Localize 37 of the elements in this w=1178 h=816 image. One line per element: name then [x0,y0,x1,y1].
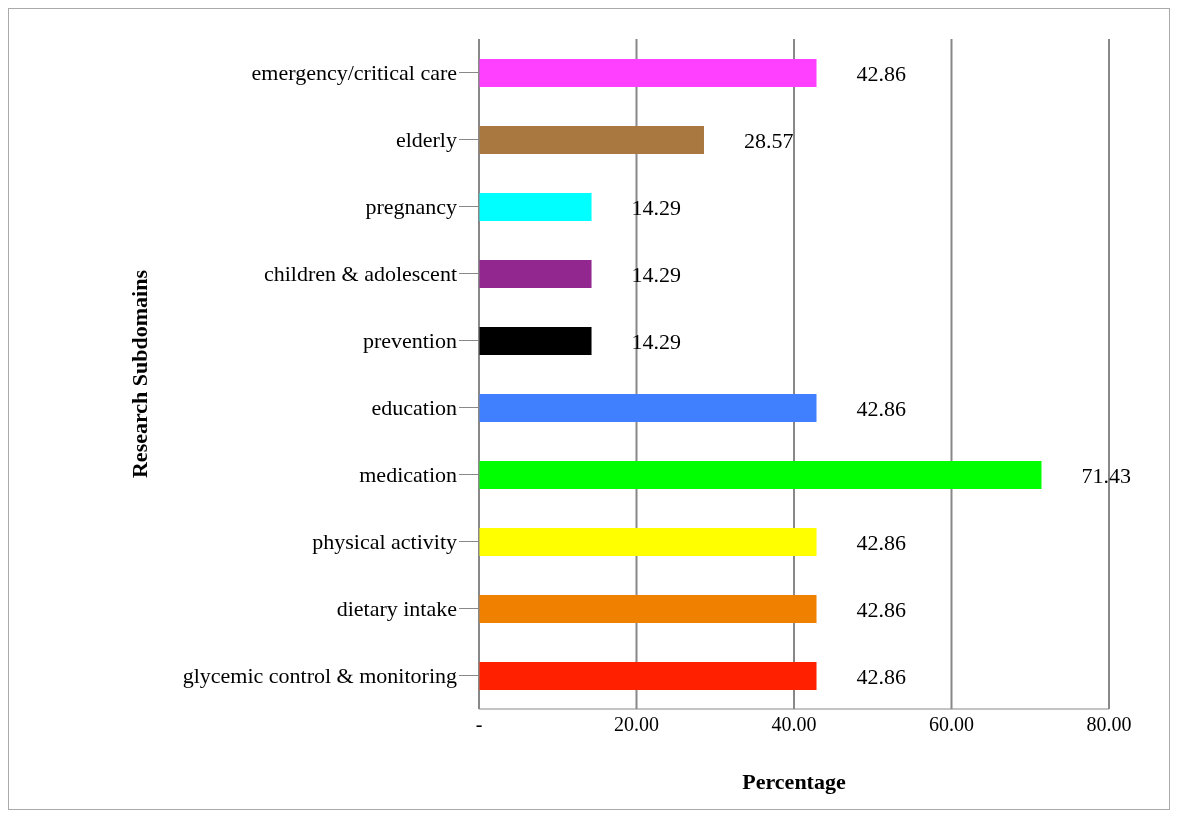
bar [479,461,1042,489]
bar [479,59,817,87]
data-label: 42.86 [856,60,907,86]
bar [479,595,817,623]
y-tick-label: glycemic control & monitoring [182,663,457,689]
bar [479,193,592,221]
bar [479,260,592,288]
y-tick-label: pregnancy [365,194,457,220]
x-tick-label: 20.00 [614,713,659,736]
bar [479,528,817,556]
y-tick-label: prevention [362,328,457,354]
y-tick-label: physical activity [312,529,457,555]
data-label: 71.43 [1081,462,1132,488]
x-tick-label: 80.00 [1086,713,1132,736]
bar [479,126,704,154]
x-tick-label: 60.00 [929,713,974,736]
data-label: 42.86 [856,529,907,555]
y-tick-label: children & adolescent [263,261,457,287]
y-tick-label: dietary intake [336,596,457,622]
x-tick-label: - [475,713,483,736]
data-label: 42.86 [856,663,907,689]
bar [479,662,817,690]
data-label: 14.29 [631,194,682,220]
data-label: 28.57 [743,127,794,153]
y-tick-label: education [371,395,457,421]
data-label: 42.86 [856,395,907,421]
data-label: 14.29 [631,328,682,354]
y-tick-label: emergency/critical care [251,60,457,86]
data-label: 14.29 [631,261,682,287]
bar [479,394,817,422]
y-axis-title: Research Subdomains [126,269,152,479]
bar [479,327,592,355]
y-tick-label: medication [359,462,457,488]
data-label: 42.86 [856,596,907,622]
x-axis-title: Percentage [742,769,846,794]
y-tick-label: elderly [395,127,457,153]
x-tick-label: 40.00 [771,713,817,736]
